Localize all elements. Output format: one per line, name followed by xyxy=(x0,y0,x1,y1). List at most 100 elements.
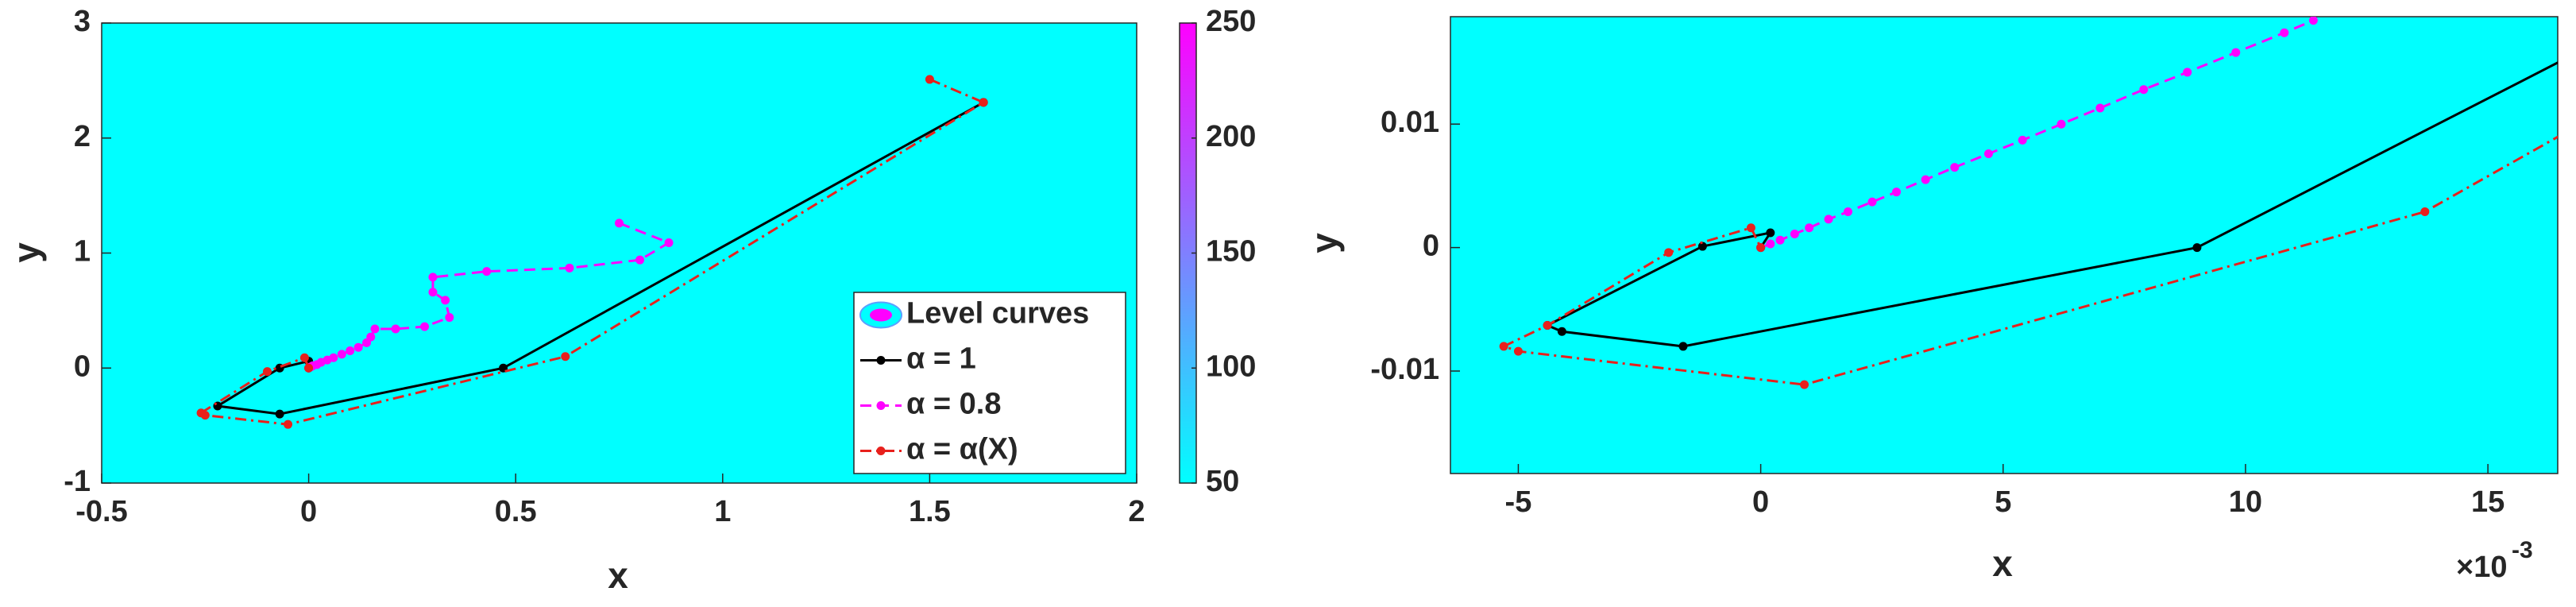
series-point xyxy=(2139,85,2149,95)
series-point xyxy=(284,419,293,429)
series-point xyxy=(362,338,372,347)
series-point xyxy=(2192,243,2202,253)
legend-icon xyxy=(876,356,886,365)
series-point xyxy=(482,267,492,276)
series-point xyxy=(196,408,206,418)
x-multiplier: ×10 xyxy=(2456,551,2507,584)
x-tick-label: 5 xyxy=(1995,485,2011,519)
series-point xyxy=(925,75,934,84)
x-tick-label: 1.5 xyxy=(909,495,951,528)
series-point xyxy=(1543,321,1552,331)
series-point xyxy=(2057,119,2066,129)
series-point xyxy=(1513,346,1523,356)
series-point xyxy=(1766,228,1775,238)
y-tick-label: 0 xyxy=(74,350,91,383)
y-tick-label: 3 xyxy=(74,5,91,38)
series-point xyxy=(1664,248,1674,257)
series-point xyxy=(561,352,570,361)
series-point xyxy=(2420,207,2430,217)
x-tick-label: 0 xyxy=(1752,485,1769,519)
x-tick-label: 2 xyxy=(1128,495,1145,528)
series-line xyxy=(1544,61,2558,348)
y-axis-label: y xyxy=(6,242,47,263)
series-point xyxy=(445,313,454,323)
series-point xyxy=(2018,135,2027,145)
x-tick-label: -0.5 xyxy=(75,495,127,528)
series-point xyxy=(2231,48,2241,57)
series-point xyxy=(2308,17,2318,25)
y-axis-label: y xyxy=(1303,233,1345,253)
colorbar-tick-label: 150 xyxy=(1206,235,1256,269)
series-point xyxy=(1921,175,1930,184)
series-line xyxy=(307,222,672,369)
series-point xyxy=(2095,103,2105,113)
plot-lines xyxy=(196,75,988,429)
series-point xyxy=(299,353,309,362)
series-point xyxy=(420,322,430,331)
series-point xyxy=(1775,235,1785,245)
series-point xyxy=(1892,188,1902,197)
series-point xyxy=(1790,230,1799,239)
x-tick-label: 0 xyxy=(300,495,317,528)
series-point xyxy=(1756,243,1766,253)
series-point xyxy=(2183,68,2192,77)
x-tick-label: 0.5 xyxy=(495,495,537,528)
legend-label: Level curves xyxy=(906,297,1089,331)
series-point xyxy=(1800,380,1809,389)
x-tick-label: 10 xyxy=(2229,485,2262,519)
y-tick-label: 1 xyxy=(74,235,91,269)
series-point xyxy=(1950,163,1960,172)
series-point xyxy=(304,363,314,373)
y-tick-label: 2 xyxy=(74,120,91,153)
legend-icon xyxy=(876,401,886,410)
series-point xyxy=(1867,197,1877,207)
colorbar-tick-label: 250 xyxy=(1206,5,1256,38)
x-tick-label: 1 xyxy=(714,495,731,528)
series-point xyxy=(1766,239,1775,249)
series-point xyxy=(346,346,355,356)
series-point xyxy=(353,342,363,352)
series-point xyxy=(979,98,988,107)
series-point xyxy=(1746,223,1755,233)
legend-label: α = α(X) xyxy=(906,433,1018,466)
series-point xyxy=(441,296,450,305)
x-tick-label: 15 xyxy=(2471,485,2505,519)
legend-label: α = 1 xyxy=(906,342,976,376)
series-point xyxy=(1557,327,1566,336)
legend-icon xyxy=(870,308,892,322)
series-point xyxy=(2280,28,2289,37)
x-axis-label: x xyxy=(608,555,628,596)
plot-lines xyxy=(1499,17,2558,389)
series-point xyxy=(370,324,380,334)
series-point xyxy=(337,350,346,359)
series-point xyxy=(1805,223,1814,233)
colorbar-tick-label: 200 xyxy=(1206,120,1256,153)
series-point xyxy=(664,238,674,247)
series-point xyxy=(615,218,624,228)
y-tick-label: -0.01 xyxy=(1370,353,1439,386)
colorbar-tick-label: 100 xyxy=(1206,350,1256,383)
series-point xyxy=(262,367,272,377)
y-tick-label: 0.01 xyxy=(1381,106,1439,139)
colorbar-tick-label: 50 xyxy=(1206,465,1239,498)
series-point xyxy=(428,288,438,297)
series-point xyxy=(391,324,400,334)
series-point xyxy=(565,263,574,273)
series-point xyxy=(1697,242,1707,251)
series-point xyxy=(1983,149,1993,158)
series-point xyxy=(1824,215,1833,224)
legend-box xyxy=(853,292,1126,474)
y-tick-label: 0 xyxy=(1423,230,1439,263)
series-point xyxy=(1843,207,1852,217)
x-exponent: -3 xyxy=(2512,537,2533,563)
series-point xyxy=(1678,342,1688,351)
legend-label: α = 0.8 xyxy=(906,388,1002,421)
x-axis-label: x xyxy=(1992,543,2013,584)
series-point xyxy=(275,409,284,419)
plot-area xyxy=(1450,16,2559,474)
series-point xyxy=(213,401,222,411)
series-point xyxy=(635,255,645,265)
series-point xyxy=(428,273,438,282)
x-tick-label: -5 xyxy=(1505,485,1532,519)
legend-icon xyxy=(876,447,886,455)
